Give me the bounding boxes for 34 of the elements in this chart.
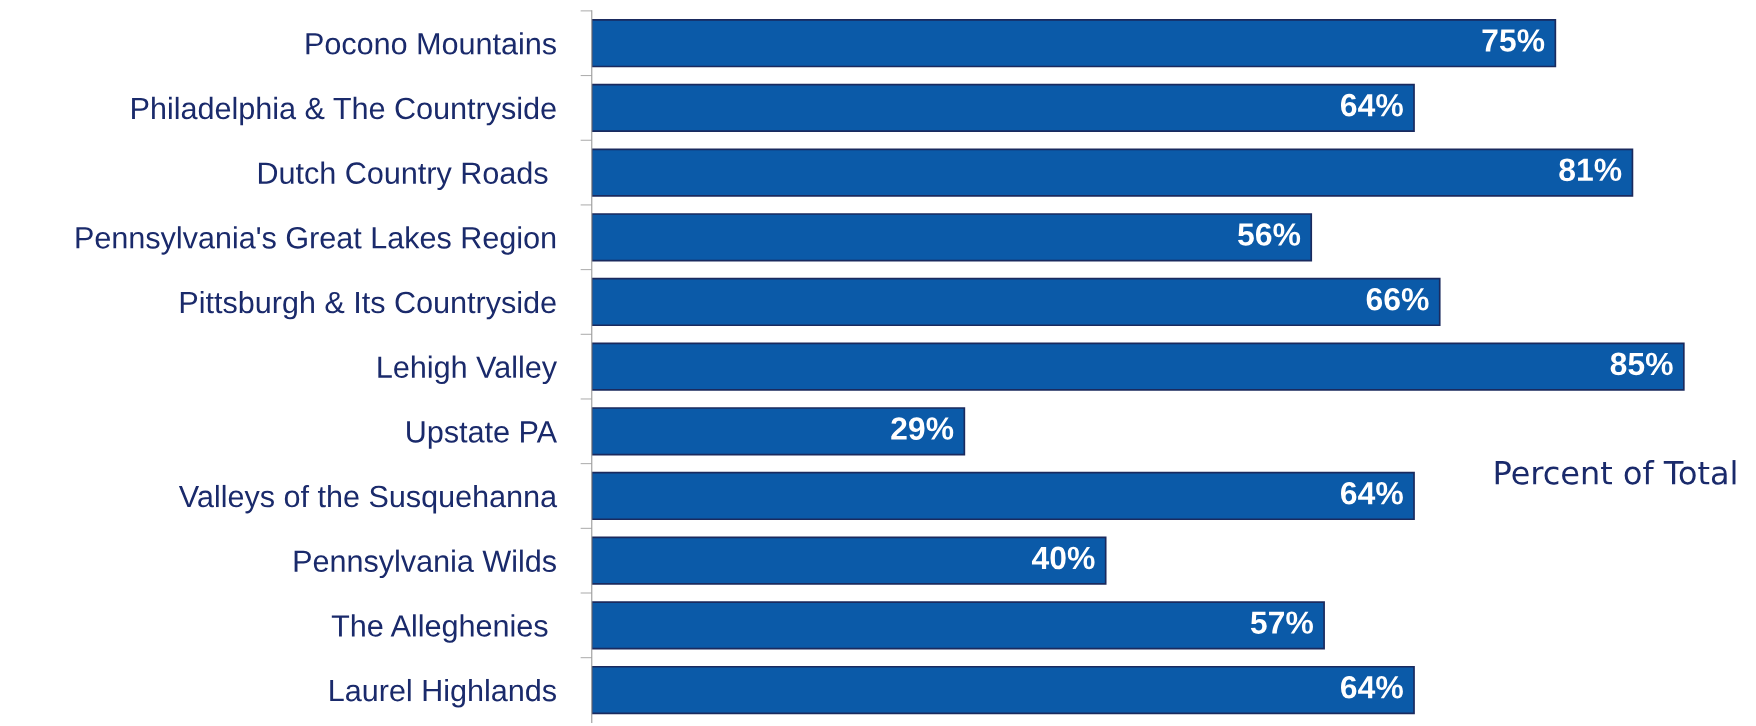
bar [591,342,1685,391]
annotation: Percent of Total [1495,460,1736,485]
y-tick-label: Pittsburgh & Its Countryside [180,290,556,320]
bar [591,19,1557,68]
data-label: 75% [1482,29,1545,52]
y-tick-label: The Alleghenies [331,614,548,643]
data-label: 81% [1559,158,1622,182]
y-tick-label: Philadelphia & The Countryside [132,96,556,126]
bar [591,471,1415,521]
bar [591,665,1415,715]
bar [591,277,1441,327]
data-label: 64% [1340,675,1403,699]
bar [591,407,966,456]
y-tick-label: Pennsylvania's Great Lakes Region [76,226,556,255]
bar [591,213,1313,262]
data-label: 57% [1250,611,1313,634]
y-tick-label: Pocono Mountains [306,32,556,55]
bar [591,601,1325,650]
data-label: 40% [1031,546,1095,570]
y-tick-label: Laurel Highlands [330,678,556,708]
y-tick-label: Pennsylvania Wilds [294,549,556,579]
data-label: 29% [891,417,954,440]
bar [591,148,1634,197]
bar [591,83,1415,133]
y-tick-label: Dutch Country Roads [258,161,548,190]
data-label: 56% [1238,223,1301,246]
data-label: 66% [1366,287,1429,311]
y-tick-label: Upstate PA [407,421,557,449]
data-label: 64% [1340,481,1403,505]
data-label: 64% [1340,93,1403,117]
y-tick-label: Lehigh Valley [378,355,557,385]
bar [591,536,1107,585]
data-label: 85% [1610,352,1673,376]
y-tick-label: Valleys of the Susquehanna [178,484,558,514]
